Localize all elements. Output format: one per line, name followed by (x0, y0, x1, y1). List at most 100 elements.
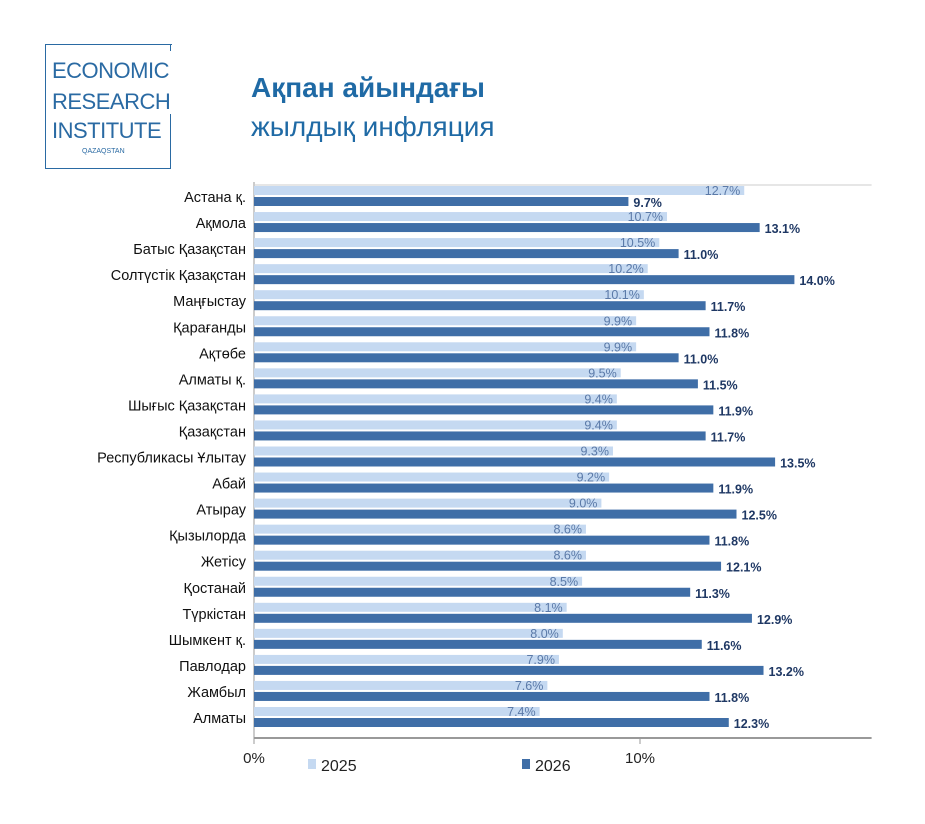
bar-2025 (254, 342, 637, 352)
bar-2025 (254, 238, 660, 248)
bar-2025 (254, 680, 548, 690)
logo-line: ECONOMIC (52, 58, 170, 83)
bar-2025 (254, 420, 617, 430)
title-line-2: жылдық инфляция (251, 111, 495, 142)
category-label: Ақтөбе (199, 346, 246, 362)
bar-2026 (254, 535, 710, 545)
bar-2026 (254, 639, 702, 649)
data-label-2025: 9.0% (569, 497, 598, 511)
data-label-2026: 12.1% (726, 561, 761, 575)
data-label-2025: 10.5% (620, 236, 655, 250)
data-label-2026: 11.8% (714, 535, 749, 549)
data-label-2026: 13.5% (780, 457, 815, 471)
logo-line: INSTITUTE (52, 118, 162, 143)
category-label: Ақмола (196, 216, 247, 232)
bar-2025 (254, 498, 602, 508)
category-label: Атырау (196, 503, 246, 519)
data-label-2026: 12.9% (757, 613, 792, 627)
data-label-2026: 14.0% (799, 274, 834, 288)
bar-2026 (254, 275, 795, 285)
data-label-2025: 9.9% (604, 314, 633, 328)
data-label-2026: 13.2% (769, 665, 804, 679)
data-label-2025: 10.7% (628, 210, 663, 224)
bar-2026 (254, 483, 714, 493)
bar-2026 (254, 665, 764, 675)
data-label-2025: 7.9% (526, 653, 555, 667)
bar-2025 (254, 524, 586, 534)
data-label-2026: 11.8% (714, 691, 749, 705)
data-label-2025: 7.4% (507, 705, 536, 719)
bar-2025 (254, 394, 617, 404)
category-label: Солтүстік Қазақстан (111, 268, 246, 284)
bar-2026 (254, 197, 629, 206)
data-label-2025: 8.6% (553, 549, 582, 563)
bar-2026 (254, 457, 776, 467)
category-label: Түркістан (182, 607, 246, 623)
category-label: Республикасы Ұлытау (97, 451, 247, 467)
bar-2026 (254, 405, 714, 415)
data-label-2026: 11.0% (684, 248, 719, 262)
category-label: Шығыс Қазақстан (128, 398, 246, 414)
legend-label-2026: 2026 (535, 758, 571, 775)
data-label-2026: 11.7% (711, 430, 746, 444)
category-label: Астана қ. (184, 190, 246, 206)
category-label: Жетісу (201, 555, 247, 571)
data-label-2026: 11.0% (684, 352, 719, 366)
bar-2026 (254, 587, 691, 597)
bar-2025 (254, 602, 567, 612)
legend-swatch-2025 (308, 759, 316, 769)
x-tick-label: 10% (625, 750, 655, 767)
category-label: Алматы қ. (179, 372, 246, 388)
data-label-2026: 11.5% (703, 378, 738, 392)
data-label-2026: 11.8% (714, 326, 749, 340)
bar-2026 (254, 249, 679, 259)
category-label: Батыс Қазақстан (133, 242, 246, 258)
data-label-2025: 8.0% (530, 627, 559, 641)
category-label: Қазақстан (179, 424, 246, 440)
bar-2025 (254, 316, 637, 326)
bar-2026 (254, 613, 752, 623)
data-label-2025: 8.5% (550, 575, 579, 589)
bar-2026 (254, 509, 737, 519)
bar-2025 (254, 290, 644, 300)
data-label-2026: 11.3% (695, 587, 730, 601)
bar-2026 (254, 353, 679, 363)
data-label-2025: 9.9% (604, 340, 633, 354)
legend-swatch-2026 (522, 759, 530, 769)
bar-2025 (254, 446, 613, 456)
data-label-2025: 12.7% (705, 184, 740, 198)
data-label-2026: 11.9% (718, 483, 753, 497)
category-label: Маңғыстау (173, 294, 247, 310)
data-label-2026: 9.7% (633, 196, 662, 210)
category-label: Қарағанды (173, 320, 246, 336)
data-label-2026: 11.9% (718, 404, 753, 418)
bar-2025 (254, 186, 745, 195)
bar-2026 (254, 327, 710, 337)
bar-2025 (254, 472, 610, 482)
data-label-2026: 11.7% (711, 300, 746, 314)
data-label-2025: 9.4% (584, 418, 613, 432)
data-label-2025: 7.6% (515, 679, 544, 693)
bar-2025 (254, 654, 559, 664)
bar-2026 (254, 431, 706, 441)
bar-2025 (254, 628, 563, 638)
logo: ECONOMIC RESEARCH INSTITUTE QAZAQSTAN (45, 44, 172, 169)
logo-line: RESEARCH (52, 89, 171, 114)
data-label-2026: 13.1% (765, 222, 800, 236)
data-label-2025: 9.4% (584, 392, 613, 406)
data-label-2025: 10.2% (608, 262, 643, 276)
x-tick-label: 0% (243, 750, 265, 767)
data-label-2025: 8.1% (534, 601, 563, 615)
bar-2025 (254, 264, 648, 274)
data-label-2026: 11.6% (707, 639, 742, 653)
category-label: Абай (212, 477, 246, 493)
bar-2025 (254, 550, 586, 560)
category-label: Павлодар (179, 659, 246, 675)
data-label-2026: 12.3% (734, 717, 769, 731)
bar-2025 (254, 576, 583, 586)
bar-2026 (254, 561, 722, 571)
legend-label-2025: 2025 (321, 758, 357, 775)
data-label-2025: 9.2% (577, 471, 606, 485)
bar-2026 (254, 718, 729, 727)
